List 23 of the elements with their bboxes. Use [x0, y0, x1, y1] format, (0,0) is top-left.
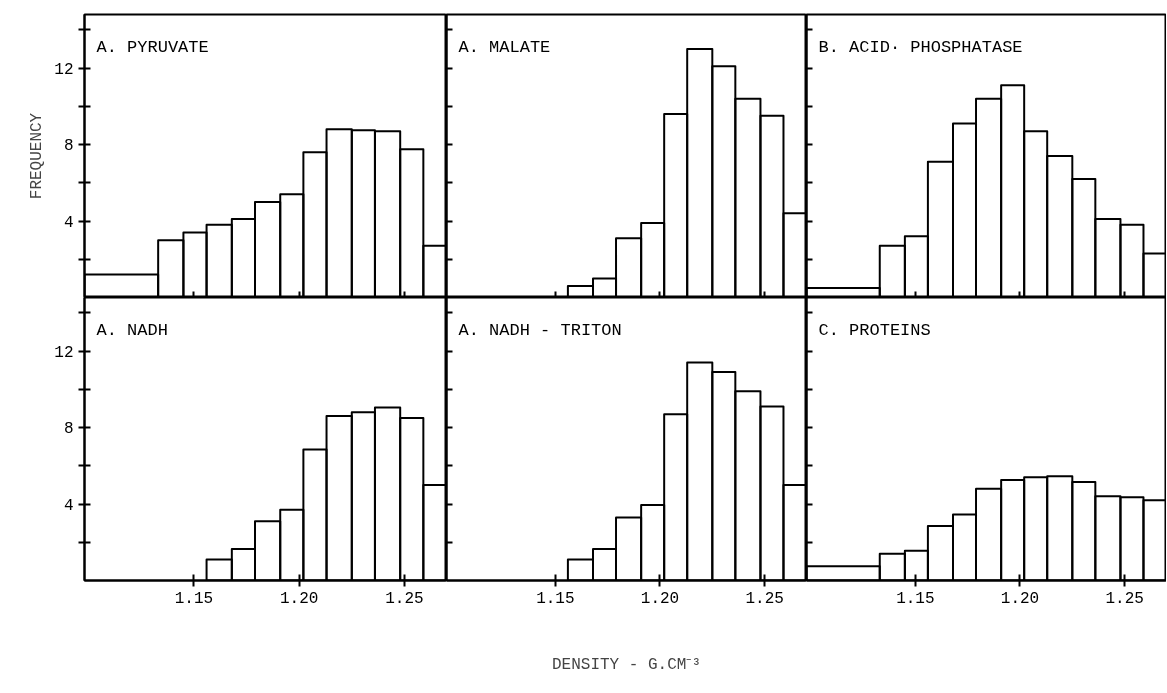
y-tick-label: 8	[63, 420, 74, 439]
text: A. NADH - TRITON	[458, 320, 622, 340]
y-tick-label: 12	[54, 343, 74, 362]
text: A. NADH	[96, 320, 168, 340]
x-tick-label: 1.20	[1000, 589, 1040, 608]
x-tick-label: 1.20	[279, 589, 319, 608]
x-tick-label: 1.15	[174, 589, 214, 608]
text: A. MALATE	[458, 37, 551, 57]
y-axis-title: FREQUENCY	[28, 112, 47, 200]
y-tick-label: 4	[63, 496, 74, 515]
y-tick-label: 8	[63, 137, 74, 156]
y-tick-label: 12	[54, 60, 74, 79]
x-tick-label: 1.20	[640, 589, 680, 608]
x-tick-label: 1.25	[385, 589, 424, 608]
x-tick-label: 1.25	[1105, 589, 1144, 608]
text: A. PYRUVATE	[96, 37, 209, 57]
x-tick-label: 1.15	[896, 589, 935, 608]
x-tick-label: 1.25	[745, 589, 784, 608]
text: C. PROTEINS	[818, 320, 931, 340]
text: B. ACID· PHOSPHATASE	[818, 37, 1023, 57]
x-tick-label: 1.15	[536, 589, 575, 608]
x-axis-title: DENSITY - G.CM⁻³	[551, 655, 702, 674]
y-tick-label: 4	[63, 213, 74, 232]
